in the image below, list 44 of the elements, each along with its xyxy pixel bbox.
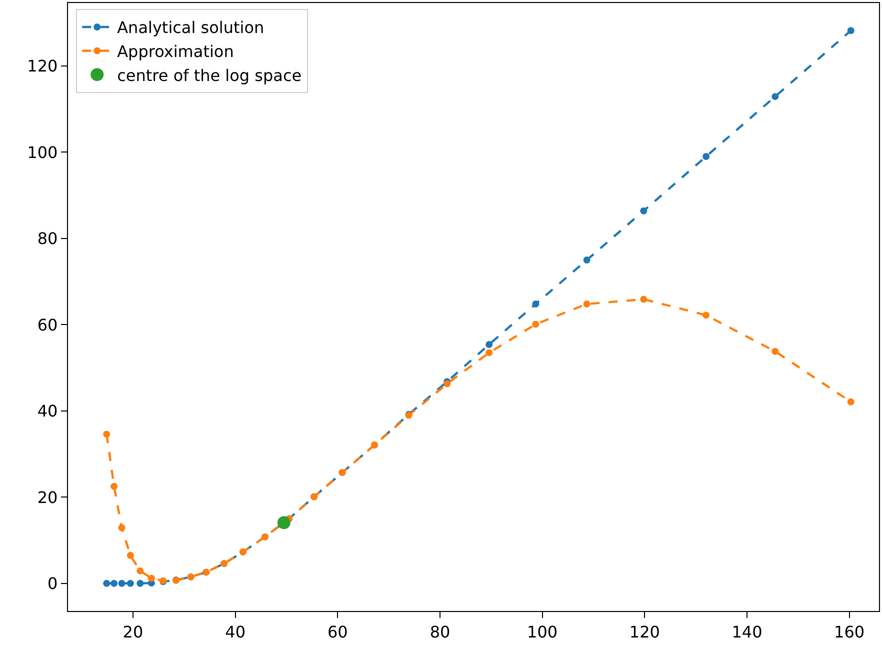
point <box>847 398 854 406</box>
point <box>148 574 155 582</box>
point <box>772 348 779 355</box>
point <box>847 27 854 34</box>
point <box>486 349 493 356</box>
point <box>640 207 648 214</box>
y-tick-label: 0 <box>48 574 58 593</box>
point <box>110 580 118 587</box>
point <box>136 567 144 574</box>
legend-label: Analytical solution <box>117 18 264 38</box>
x-tick-label: 60 <box>327 622 348 642</box>
y-tick-label: 100 <box>27 142 58 162</box>
y-tick-label: 120 <box>27 56 58 76</box>
point <box>702 312 710 319</box>
point <box>136 580 144 587</box>
legend-label: centre of the log space <box>117 66 302 85</box>
y-tick-label: 40 <box>37 402 58 421</box>
x-tick-label: 160 <box>834 622 865 642</box>
point <box>532 300 540 308</box>
y-tick-label: 80 <box>37 229 58 248</box>
x-tick-label: 120 <box>629 622 660 642</box>
x-tick-label: 20 <box>122 622 144 642</box>
point <box>103 430 110 438</box>
point <box>118 580 126 587</box>
point <box>126 552 134 559</box>
point <box>583 256 590 264</box>
x-tick-label: 100 <box>527 622 558 642</box>
point <box>772 93 779 100</box>
point <box>118 524 126 532</box>
point <box>277 516 290 530</box>
point <box>110 482 118 490</box>
point <box>103 580 110 587</box>
point <box>583 300 590 308</box>
point <box>486 341 493 348</box>
point <box>640 296 648 303</box>
y-tick-label: 60 <box>37 315 58 334</box>
point <box>702 153 710 160</box>
point <box>532 320 540 328</box>
x-tick-label: 140 <box>732 622 762 642</box>
y-tick-label: 20 <box>37 488 58 507</box>
point <box>126 580 134 587</box>
x-tick-label: 80 <box>430 622 450 642</box>
legend-label: Approximation <box>117 42 234 62</box>
x-tick-label: 40 <box>225 622 246 642</box>
